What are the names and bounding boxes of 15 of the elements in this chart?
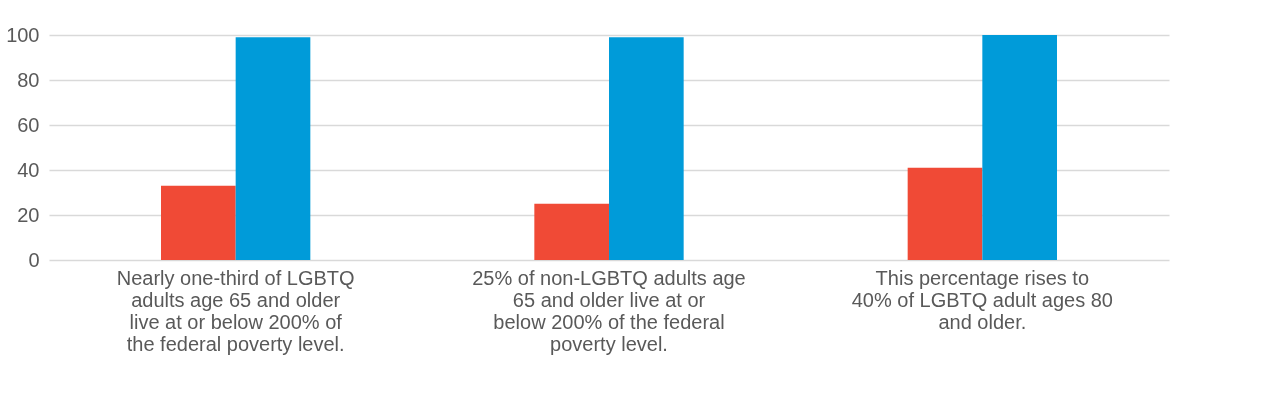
bar bbox=[982, 35, 1057, 260]
x-tick-label: Nearly one-third of LGBTQ adults age 65 and older live at or below 200% of the federal poverty level. bbox=[116, 266, 355, 355]
y-tick-label: 20 bbox=[17, 203, 40, 226]
bar bbox=[534, 203, 609, 260]
x-tick-label: This percentage rises to 40% of LGBTQ adult ages 80 and older. bbox=[851, 266, 1113, 333]
bar bbox=[907, 167, 983, 260]
y-tick-label: 0 bbox=[28, 248, 40, 271]
bar bbox=[609, 37, 684, 260]
y-tick-label: 100 bbox=[6, 23, 40, 46]
y-tick-label: 40 bbox=[17, 158, 40, 181]
bar bbox=[235, 37, 311, 260]
bar bbox=[161, 185, 236, 260]
y-tick-label: 80 bbox=[17, 68, 40, 91]
x-tick-label: 25% of non-LGBTQ adults age 65 and older live at or below 200% of the federal poverty level. bbox=[472, 266, 746, 355]
y-tick-label: 60 bbox=[17, 113, 40, 136]
